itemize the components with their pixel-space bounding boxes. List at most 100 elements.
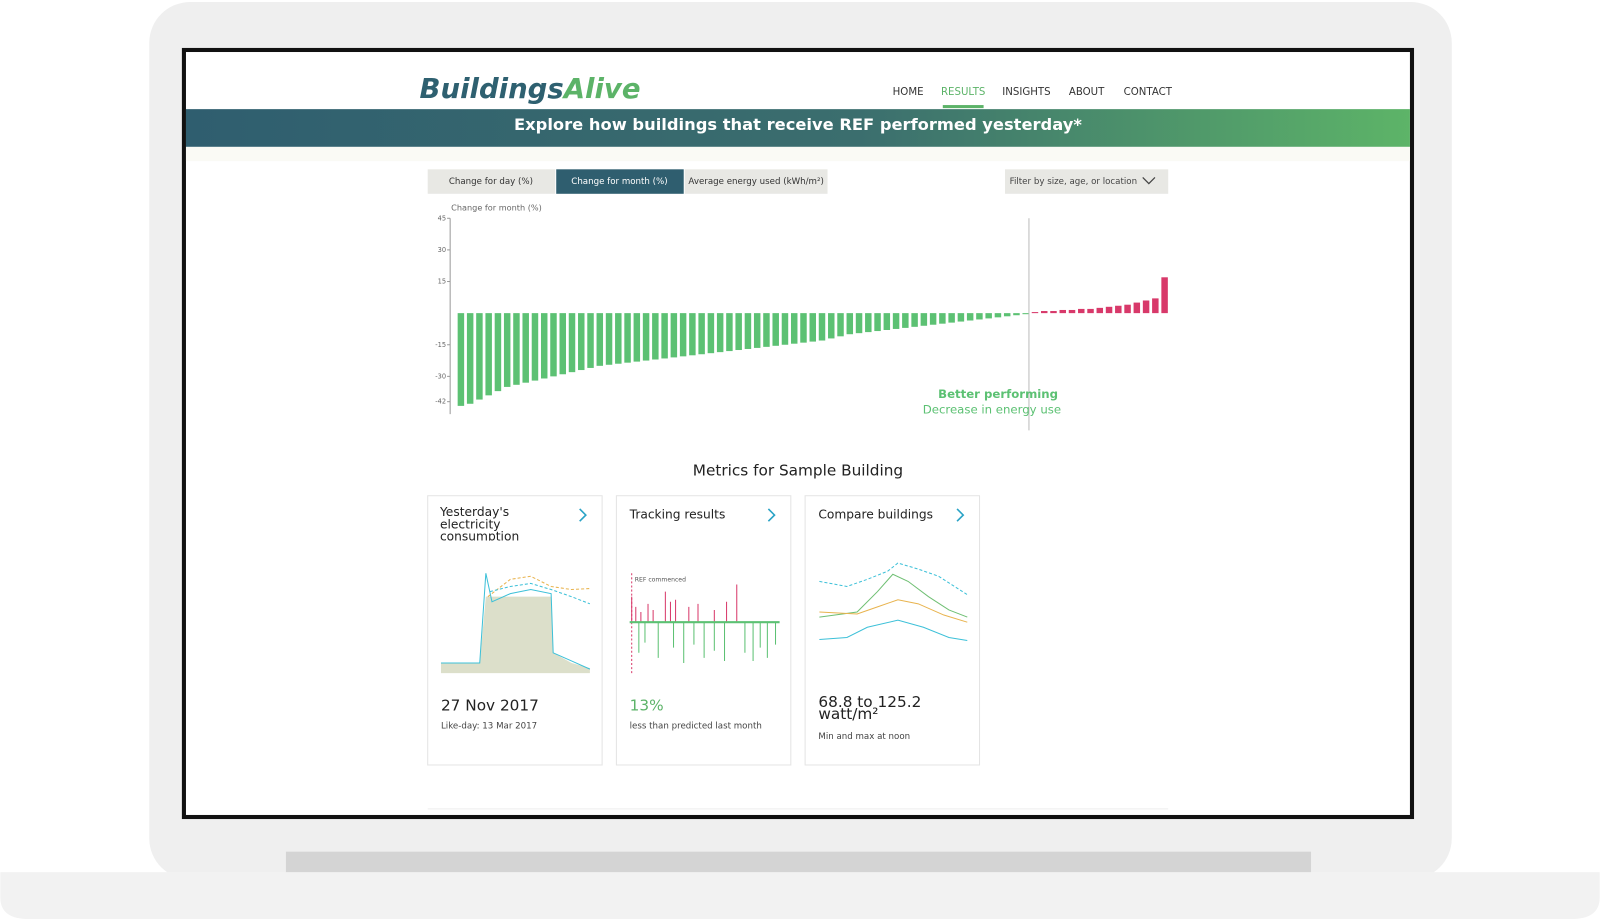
bar xyxy=(818,313,826,341)
ref-marker-label: REF commenced xyxy=(635,576,686,583)
bar xyxy=(800,313,807,343)
banner xyxy=(185,109,1410,147)
bar xyxy=(1078,308,1085,314)
annotation: Better performing xyxy=(938,387,1058,401)
y-tick-label: -15 xyxy=(435,341,446,349)
card-title: Yesterday's electricity consumption xyxy=(439,505,520,541)
sparkline-bars xyxy=(638,622,777,663)
card-value: 68.8 to 125.2 watt/m² xyxy=(818,695,922,724)
bar xyxy=(540,313,548,379)
nav-link[interactable]: ABOUT xyxy=(1069,87,1105,98)
bar xyxy=(1040,311,1048,314)
bar xyxy=(837,313,844,337)
card-title-box: Yesterday's electricity consumption xyxy=(439,505,520,541)
tab-label: Average energy used (kWh/m²) xyxy=(688,177,823,187)
card-frame xyxy=(804,495,981,766)
tab[interactable] xyxy=(556,169,684,194)
nav-link[interactable]: RESULTS xyxy=(941,87,985,98)
bar xyxy=(1152,298,1159,314)
bar xyxy=(966,313,974,321)
bar xyxy=(1050,311,1057,314)
nav-link[interactable]: HOME xyxy=(893,87,924,98)
nav: HOME RESULTS INSIGHTS ABOUT CONTACT xyxy=(893,87,1173,109)
bar xyxy=(939,313,946,324)
y-tick-label: 45 xyxy=(438,214,446,222)
bar xyxy=(494,313,502,392)
bar xyxy=(1096,307,1104,314)
tab[interactable] xyxy=(684,169,828,194)
bar xyxy=(1142,300,1150,314)
card-value: 27 Nov 2017 xyxy=(441,696,539,714)
sparkline-bars xyxy=(631,584,738,623)
sparkline xyxy=(819,599,968,623)
bar xyxy=(476,313,483,400)
sparkline xyxy=(489,582,591,605)
bar xyxy=(1003,313,1011,317)
filter-dropdown[interactable] xyxy=(1005,169,1169,194)
bar xyxy=(855,313,863,334)
bar xyxy=(865,313,872,333)
logo-main: Buildings xyxy=(420,73,564,105)
bar xyxy=(1068,309,1076,314)
bar xyxy=(531,313,539,381)
bar xyxy=(1031,312,1039,314)
card-note: Like-day: 13 Mar 2017 xyxy=(441,722,537,732)
card[interactable]: Tracking results REF commenced 13% less … xyxy=(615,495,792,766)
nav-active-underline xyxy=(942,105,984,109)
dropdown-caret xyxy=(1142,177,1156,185)
sparkline xyxy=(440,573,591,670)
nav-link[interactable]: CONTACT xyxy=(1124,87,1173,98)
metrics-title: Metrics for Sample Building xyxy=(693,462,903,480)
bar xyxy=(716,313,724,353)
laptop-base xyxy=(0,872,1600,919)
card-note: less than predicted last month xyxy=(630,722,762,732)
card[interactable]: Yesterday's electricity consumption 27 N… xyxy=(427,495,603,766)
bar xyxy=(568,313,576,373)
sparkline xyxy=(819,619,968,642)
bar xyxy=(753,313,761,348)
bar xyxy=(503,313,511,387)
bar xyxy=(605,313,613,365)
bar xyxy=(892,313,900,329)
chevron xyxy=(579,508,587,522)
bar xyxy=(652,313,659,360)
bar xyxy=(1105,306,1113,314)
card[interactable]: Compare buildings 68.8 to 125.2 watt/m² … xyxy=(804,495,981,766)
sparkline xyxy=(819,573,968,618)
bar-chart: Change for month (%) 45 30 15 -15 -30 -42 xyxy=(435,203,1168,431)
tab[interactable] xyxy=(427,169,556,194)
bar xyxy=(1087,308,1094,314)
y-axis-label: Change for month (%) xyxy=(451,203,542,213)
bar xyxy=(1013,313,1020,316)
bar xyxy=(624,313,631,363)
bar xyxy=(466,313,474,404)
bar xyxy=(809,313,816,342)
tab-label: Change for month (%) xyxy=(571,177,667,187)
bar xyxy=(726,313,733,352)
laptop-hinge xyxy=(285,851,1312,875)
bar xyxy=(698,313,705,355)
bar xyxy=(957,313,965,322)
bar xyxy=(920,313,928,326)
bar xyxy=(615,313,622,364)
bar xyxy=(457,313,465,406)
bar xyxy=(883,313,891,330)
bar xyxy=(772,313,779,346)
card-title: Tracking results xyxy=(629,508,726,522)
tabs: Change for day (%) Change for month (%) Av… xyxy=(427,169,828,194)
logo[interactable]: BuildingsAlive xyxy=(420,73,641,105)
annotation: Decrease in energy use xyxy=(923,403,1061,417)
bar xyxy=(1124,304,1131,314)
card-note: Min and max at noon xyxy=(818,732,910,742)
bar xyxy=(744,313,752,349)
nav-link[interactable]: INSIGHTS xyxy=(1002,87,1050,98)
bar xyxy=(994,313,1002,318)
bar xyxy=(1133,302,1141,314)
chevron xyxy=(767,508,776,522)
y-tick-label: -30 xyxy=(435,372,446,380)
bar xyxy=(679,313,687,357)
bar xyxy=(781,313,789,345)
filter-label: Filter by size, age, or location xyxy=(1010,177,1137,187)
bar xyxy=(485,313,492,396)
bar xyxy=(596,313,604,366)
